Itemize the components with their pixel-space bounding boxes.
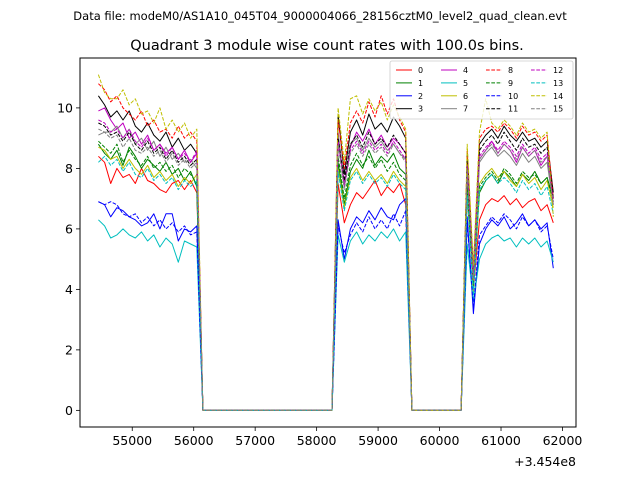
x-tick-label: 55000 [112, 433, 152, 448]
series-line-2 [98, 198, 554, 411]
series-line-11 [98, 122, 554, 411]
series-line-1 [97, 143, 554, 411]
series-line-10 [98, 201, 554, 411]
legend-label-11: 11 [508, 105, 518, 114]
legend-label-10: 10 [508, 92, 518, 101]
series-line-14 [97, 74, 554, 411]
y-tick-label: 10 [57, 100, 73, 115]
y-tick-label: 4 [65, 282, 73, 297]
y-axis: 0 2 4 6 8 10 [57, 100, 80, 418]
y-tick-label: 0 [65, 403, 73, 418]
x-tick-label: 61000 [481, 433, 521, 448]
y-tick-label: 6 [65, 221, 73, 236]
legend-box [389, 60, 574, 120]
x-offset-label: +3.454e8 [514, 454, 576, 469]
series-layer [97, 74, 554, 411]
legend-label-7: 7 [463, 105, 468, 114]
legend-label-0: 0 [418, 66, 423, 75]
y-tick-label: 8 [65, 161, 73, 176]
series-line-15 [98, 128, 554, 411]
legend-label-13: 13 [553, 79, 563, 88]
series-line-9 [98, 140, 554, 411]
legend-label-2: 2 [418, 92, 423, 101]
x-tick-label: 59000 [358, 433, 398, 448]
x-axis: 55000 56000 57000 58000 59000 60000 61000 62000 [112, 427, 582, 448]
series-line-8 [98, 83, 554, 411]
legend-label-9: 9 [508, 79, 513, 88]
plot-frame [79, 57, 577, 428]
x-tick-label: 62000 [543, 433, 583, 448]
legend-label-12: 12 [553, 66, 563, 75]
legend-label-4: 4 [463, 66, 468, 75]
x-tick-label: 58000 [297, 433, 337, 448]
legend-label-15: 15 [553, 105, 563, 114]
series-line-12 [98, 119, 554, 411]
x-tick-label: 60000 [420, 433, 460, 448]
y-tick-label: 2 [65, 342, 73, 357]
chart-title: Quadrant 3 module wise count rates with … [130, 38, 524, 54]
series-line-5 [98, 219, 554, 411]
legend-label-8: 8 [508, 66, 513, 75]
legend-label-14: 14 [553, 92, 563, 101]
series-line-13 [98, 155, 554, 411]
legend-label-3: 3 [418, 105, 423, 114]
x-tick-label: 56000 [174, 433, 214, 448]
x-tick-label: 57000 [235, 433, 275, 448]
legend-label-1: 1 [418, 79, 423, 88]
series-line-6 [98, 146, 554, 411]
figure-suptitle: Data file: modeM0/AS1A10_045T04_90000040… [73, 9, 567, 23]
legend-label-6: 6 [463, 92, 468, 101]
series-line-0 [98, 155, 554, 411]
legend-label-5: 5 [463, 79, 468, 88]
